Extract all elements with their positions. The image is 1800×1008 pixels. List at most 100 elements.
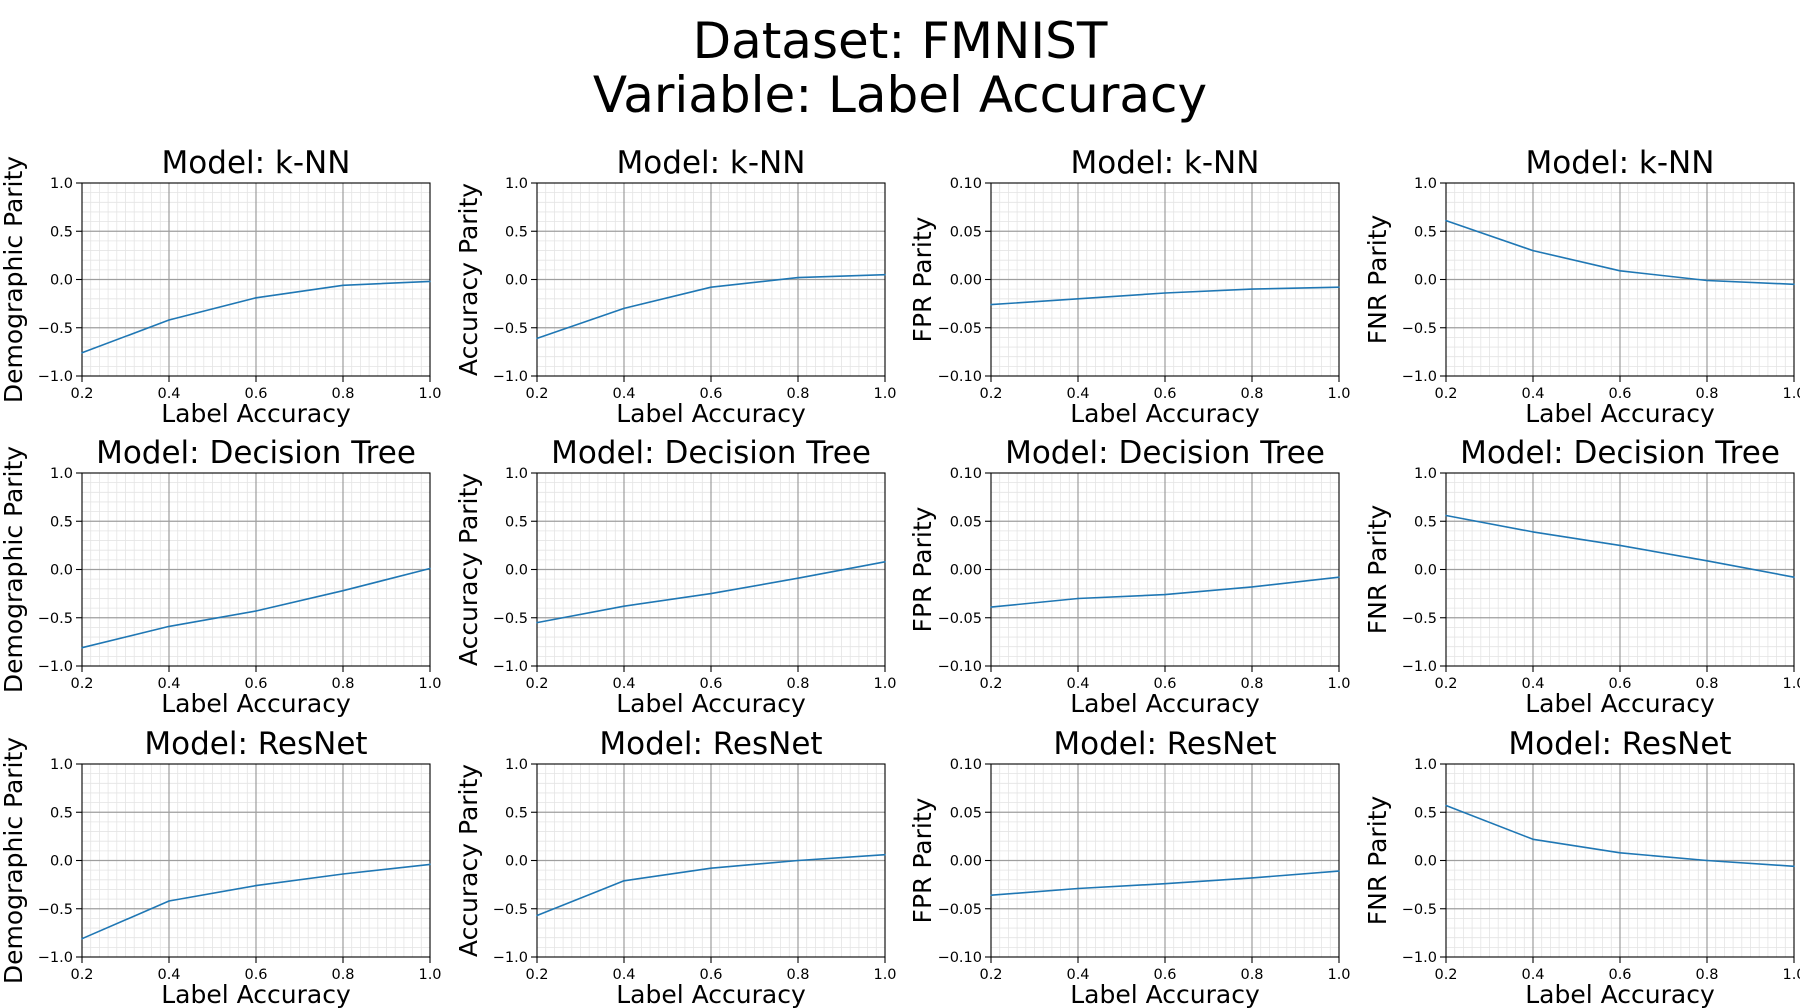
x-tick-label: 0.4 bbox=[612, 386, 635, 402]
y-tick-label: −0.5 bbox=[1402, 321, 1437, 337]
data-point bbox=[710, 867, 712, 870]
x-tick-label: 0.6 bbox=[699, 386, 722, 402]
x-tick-label: 0.2 bbox=[525, 967, 548, 983]
y-tick-label: 0.5 bbox=[1414, 514, 1437, 530]
data-point bbox=[710, 592, 712, 595]
x-tick-label: 0.4 bbox=[1521, 676, 1544, 692]
x-tick-label: 1.0 bbox=[418, 676, 441, 692]
data-point bbox=[342, 589, 344, 592]
x-tick-label: 0.8 bbox=[1240, 967, 1263, 983]
data-point bbox=[1532, 249, 1534, 252]
y-tick-label: 0.5 bbox=[1414, 805, 1437, 821]
data-point bbox=[1793, 865, 1795, 868]
y-tick-label: 0.5 bbox=[505, 224, 528, 240]
data-point bbox=[1338, 286, 1340, 289]
data-point bbox=[990, 606, 992, 608]
x-axis-label: Label Accuracy bbox=[616, 689, 806, 718]
data-point bbox=[623, 879, 625, 882]
subplot-title: Model: ResNet bbox=[1508, 726, 1731, 762]
y-tick-label: 0.00 bbox=[950, 563, 982, 579]
y-tick-label: 1.0 bbox=[505, 466, 528, 482]
data-point bbox=[1793, 283, 1795, 286]
subplot-title: Model: Decision Tree bbox=[1460, 435, 1780, 471]
data-point bbox=[710, 286, 712, 289]
data-point bbox=[1619, 851, 1621, 854]
x-tick-label: 0.4 bbox=[157, 386, 180, 402]
x-tick-label: 0.2 bbox=[1434, 386, 1457, 402]
subplot-title: Model: k-NN bbox=[162, 145, 351, 181]
data-point bbox=[884, 560, 886, 563]
data-point bbox=[81, 646, 83, 649]
y-tick-label: 0.05 bbox=[950, 224, 982, 240]
data-point bbox=[1077, 597, 1079, 600]
y-tick-label: 0.0 bbox=[505, 854, 528, 870]
y-axis-label: FNR Parity bbox=[1363, 215, 1392, 345]
y-tick-label: −0.10 bbox=[938, 950, 982, 966]
y-tick-label: 0.0 bbox=[1414, 854, 1437, 870]
data-point bbox=[536, 621, 538, 624]
x-tick-label: 1.0 bbox=[873, 386, 896, 402]
y-axis-label: Accuracy Parity bbox=[454, 473, 483, 666]
y-tick-label: −1.0 bbox=[493, 659, 528, 675]
y-tick-label: 1.0 bbox=[1414, 466, 1437, 482]
y-tick-label: −0.5 bbox=[1402, 902, 1437, 918]
y-axis-label: Accuracy Parity bbox=[454, 183, 483, 376]
data-point bbox=[797, 859, 799, 862]
subplot: 0.2 0.4 0.6 0.8 1.0 −1.0 −0.5 0.0 0.5 1.0 Model: k… bbox=[1363, 145, 1800, 428]
x-tick-label: 0.2 bbox=[525, 386, 548, 402]
subplot: 0.2 0.4 0.6 0.8 1.0 −0.10 −0.05 0.00 0.05 0.10 Mod… bbox=[908, 726, 1351, 1008]
x-tick-label: 1.0 bbox=[418, 967, 441, 983]
y-tick-label: 0.5 bbox=[50, 805, 73, 821]
y-axis-label: FPR Parity bbox=[908, 216, 937, 342]
subplot-title: Model: ResNet bbox=[1053, 726, 1276, 762]
y-tick-label: −0.05 bbox=[938, 902, 982, 918]
figure-title-line-2: Variable: Label Accuracy bbox=[593, 66, 1207, 124]
data-point bbox=[1706, 279, 1708, 282]
data-point bbox=[536, 337, 538, 340]
x-tick-label: 0.4 bbox=[1066, 386, 1089, 402]
y-tick-label: 1.0 bbox=[1414, 176, 1437, 192]
data-point bbox=[1338, 870, 1340, 872]
data-point bbox=[1445, 514, 1447, 517]
subplot: 0.2 0.4 0.6 0.8 1.0 −1.0 −0.5 0.0 0.5 1.0 Model: R… bbox=[1363, 726, 1800, 1008]
data-point bbox=[623, 605, 625, 607]
x-axis-label: Label Accuracy bbox=[1525, 399, 1715, 428]
y-tick-label: 1.0 bbox=[50, 176, 73, 192]
x-tick-label: 0.2 bbox=[525, 676, 548, 692]
y-tick-label: −1.0 bbox=[493, 950, 528, 966]
data-point bbox=[1619, 544, 1621, 547]
y-tick-label: 1.0 bbox=[505, 757, 528, 773]
x-tick-label: 0.2 bbox=[979, 967, 1002, 983]
x-tick-label: 0.6 bbox=[699, 967, 722, 983]
y-axis-label: FNR Parity bbox=[1363, 505, 1392, 635]
y-tick-label: −1.0 bbox=[38, 950, 73, 966]
y-tick-label: 0.0 bbox=[50, 273, 73, 289]
subplot-title: Model: k-NN bbox=[617, 145, 806, 181]
x-tick-label: 0.2 bbox=[1434, 676, 1457, 692]
data-point bbox=[1077, 298, 1079, 300]
x-axis-label: Label Accuracy bbox=[1070, 399, 1260, 428]
data-point bbox=[429, 280, 431, 283]
x-tick-label: 1.0 bbox=[1327, 386, 1350, 402]
x-tick-label: 0.8 bbox=[786, 676, 809, 692]
data-point bbox=[797, 577, 799, 579]
data-point bbox=[168, 900, 170, 902]
x-tick-label: 0.4 bbox=[1066, 967, 1089, 983]
data-point bbox=[884, 273, 886, 276]
y-tick-label: 0.05 bbox=[950, 514, 982, 530]
data-point bbox=[990, 894, 992, 897]
x-tick-label: 0.2 bbox=[1434, 967, 1457, 983]
x-tick-label: 1.0 bbox=[873, 676, 896, 692]
data-point bbox=[429, 567, 431, 570]
x-tick-label: 0.8 bbox=[1240, 676, 1263, 692]
x-tick-label: 1.0 bbox=[418, 386, 441, 402]
y-tick-label: 0.0 bbox=[1414, 563, 1437, 579]
x-tick-label: 0.6 bbox=[244, 676, 267, 692]
x-tick-label: 0.6 bbox=[1153, 676, 1176, 692]
data-point bbox=[81, 352, 83, 354]
data-point bbox=[797, 276, 799, 279]
subplot-title: Model: k-NN bbox=[1071, 145, 1260, 181]
x-tick-label: 0.4 bbox=[1066, 676, 1089, 692]
x-tick-label: 0.4 bbox=[1521, 967, 1544, 983]
